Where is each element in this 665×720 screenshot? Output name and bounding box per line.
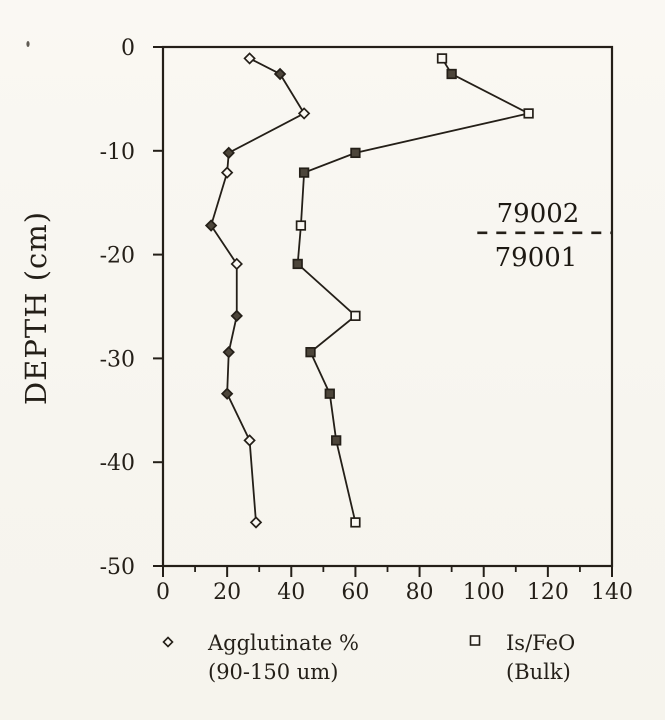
x-tick-label: 80 — [406, 580, 434, 605]
x-tick-label: 40 — [277, 580, 305, 605]
legend-agglutinate-label: Agglutinate % — [207, 631, 359, 655]
data-point-square — [305, 347, 316, 358]
legend-isfeo-sublabel: (Bulk) — [506, 660, 571, 684]
data-point-diamond — [222, 345, 235, 359]
series-line — [296, 57, 532, 523]
legend-square-icon — [469, 635, 481, 646]
data-point-square — [292, 258, 303, 270]
data-point-diamond — [243, 434, 256, 447]
y-tick-label: -20 — [100, 244, 135, 269]
data-point-square — [436, 53, 448, 64]
data-point-square — [298, 167, 310, 178]
data-point-diamond — [230, 257, 243, 271]
y-tick-label: -50 — [100, 555, 135, 580]
data-point-diamond — [249, 516, 263, 529]
data-point-square — [295, 220, 307, 231]
data-point-diamond — [230, 309, 243, 323]
data-point-diamond — [204, 219, 218, 232]
x-tick-label: 140 — [591, 580, 633, 605]
legend-agglutinate-sublabel: (90-150 um) — [208, 660, 338, 684]
x-tick-label: 120 — [527, 580, 569, 605]
y-axis-title: DEPTH (cm) — [19, 211, 53, 405]
x-tick-label: 60 — [341, 580, 369, 605]
core-label-lower: 79001 — [495, 243, 578, 273]
y-tick-label: 0 — [121, 36, 135, 61]
legend: Agglutinate % (90-150 um) Is/FeO (Bulk) — [162, 631, 575, 684]
data-point-square — [523, 108, 534, 119]
y-axis-ticks: 0 -10 -20 -30 -40 -50 — [100, 36, 163, 580]
core-label-upper: 79002 — [497, 199, 580, 229]
y-tick-label: -30 — [100, 347, 135, 372]
data-point-square — [350, 147, 361, 159]
data-point-diamond — [273, 67, 287, 81]
data-point-square — [446, 68, 457, 80]
plot-border — [161, 45, 614, 568]
y-tick-label: -40 — [100, 451, 135, 476]
data-point-square — [350, 310, 361, 321]
data-point-square — [331, 435, 342, 446]
y-tick-label: -10 — [100, 140, 135, 165]
x-tick-label: 100 — [463, 580, 505, 605]
scan-artifact-mark — [26, 41, 30, 47]
data-point-diamond — [220, 387, 234, 400]
data-series — [204, 52, 534, 529]
data-point-diamond — [297, 107, 311, 120]
data-point-diamond — [220, 166, 234, 179]
legend-diamond-icon — [162, 636, 174, 648]
data-point-square — [324, 388, 335, 399]
data-point-square — [350, 517, 361, 528]
legend-isfeo-label: Is/FeO — [506, 631, 575, 655]
x-axis-ticks: 0 20 40 60 80 100 120 140 — [156, 566, 633, 605]
x-tick-label: 20 — [213, 580, 241, 605]
x-tick-label: 0 — [156, 580, 170, 605]
data-point-diamond — [243, 52, 256, 65]
data-point-diamond — [222, 146, 235, 160]
series-line — [210, 57, 306, 523]
